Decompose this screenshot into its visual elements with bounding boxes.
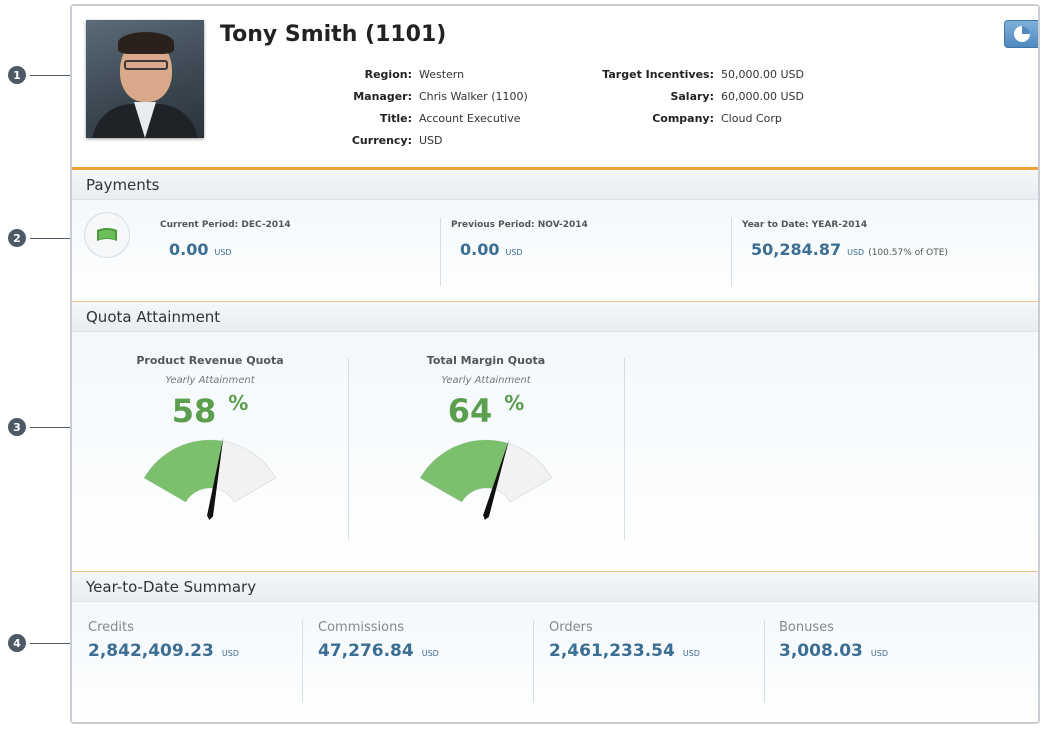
gauge-dial	[143, 437, 277, 520]
money-icon	[84, 212, 130, 258]
ytd-header: Year-to-Date Summary	[72, 572, 1038, 602]
ytd-credits: Credits 2,842,409.23 USD	[88, 620, 239, 661]
current-period-value: 0.00	[169, 240, 209, 259]
payments-section: Current Period: DEC-2014 0.00 USD Previou…	[72, 200, 1038, 302]
field-label: Title:	[379, 112, 412, 125]
company-value: Cloud Corp	[721, 112, 782, 125]
currency-unit: USD	[421, 649, 439, 658]
field-label: Target Incentives:	[602, 68, 714, 81]
ytd-label: Bonuses	[779, 620, 834, 635]
currency-unit: USD	[682, 649, 700, 658]
gauge-percent: 58	[171, 392, 217, 430]
gauge-dial	[419, 439, 553, 520]
manager-value: Chris Walker (1100)	[419, 90, 528, 103]
field-label: Salary:	[670, 90, 714, 103]
currency-unit: USD	[870, 649, 888, 658]
currency-unit: USD	[221, 649, 239, 658]
quota-section: Product Revenue Quota Yearly Attainment …	[72, 332, 1038, 572]
currency-value: USD	[419, 134, 443, 147]
gauge-fill	[144, 440, 223, 502]
divider	[624, 358, 625, 540]
field-label: Currency:	[351, 134, 412, 147]
ytd-bonuses: Bonuses 3,008.03 USD	[779, 620, 888, 661]
salary-value: 60,000.00 USD	[721, 90, 804, 103]
current-period-label: Current Period: DEC-2014	[160, 220, 291, 230]
gauge-subtitle: Yearly Attainment	[441, 375, 531, 386]
field-label: Region:	[364, 68, 412, 81]
ytd-value: 2,461,233.54	[549, 641, 675, 661]
ytd-section: Credits 2,842,409.23 USD Commissions 47,2…	[72, 602, 1038, 720]
percent-sign: %	[504, 391, 525, 415]
divider	[764, 620, 765, 702]
profile-header: Tony Smith (1101) Region: Western Manager…	[72, 6, 1038, 170]
currency-unit: USD	[505, 248, 523, 257]
profile-name: Tony Smith (1101)	[220, 22, 447, 47]
ytd-label: Orders	[549, 620, 593, 635]
year-to-date-label: Year to Date: YEAR-2014	[742, 220, 868, 230]
ytd-value: 3,008.03	[779, 641, 863, 661]
pie-chart-icon	[1014, 26, 1030, 42]
gauge-percent: 64	[447, 392, 493, 430]
callout-number: 4	[8, 634, 26, 652]
gauge-product-revenue: Product Revenue Quota Yearly Attainment …	[72, 354, 348, 534]
previous-period-label: Previous Period: NOV-2014	[451, 220, 588, 230]
callout-number: 2	[8, 229, 26, 247]
previous-period-value: 0.00	[460, 240, 500, 259]
profile-details-left: Region: Western Manager: Chris Walker (110…	[272, 64, 528, 152]
ote-note: (100.57% of OTE)	[868, 248, 948, 258]
target-incentives-value: 50,000.00 USD	[721, 68, 804, 81]
gauge-needle	[483, 439, 510, 520]
currency-unit: USD	[847, 248, 865, 257]
callout-number: 1	[8, 66, 26, 84]
field-label: Manager:	[353, 90, 412, 103]
ytd-orders: Orders 2,461,233.54 USD	[549, 620, 700, 661]
gauge-subtitle: Yearly Attainment	[165, 375, 255, 386]
callout-1: 1	[8, 66, 74, 84]
gauge-title: Product Revenue Quota	[136, 354, 284, 367]
year-to-date: Year to Date: YEAR-2014 50,284.87 USD (100…	[742, 220, 948, 259]
avatar	[86, 20, 204, 138]
ytd-label: Credits	[88, 620, 134, 635]
gauge-fill	[420, 440, 508, 502]
region-value: Western	[419, 68, 465, 81]
currency-unit: USD	[214, 248, 232, 257]
callout-3: 3	[8, 418, 74, 436]
callout-2: 2	[8, 229, 74, 247]
payments-header: Payments	[72, 170, 1038, 200]
gauge-title: Total Margin Quota	[426, 354, 546, 367]
year-to-date-value: 50,284.87	[751, 240, 842, 259]
dashboard-panel: Tony Smith (1101) Region: Western Manager…	[70, 4, 1040, 724]
chart-view-button[interactable]	[1004, 20, 1038, 48]
ytd-value: 2,842,409.23	[88, 641, 214, 661]
title-value: Account Executive	[419, 112, 521, 125]
callout-4: 4	[8, 634, 74, 652]
field-label: Company:	[652, 112, 714, 125]
divider	[348, 358, 349, 540]
profile-details-right: Target Incentives: 50,000.00 USD Salary: 6…	[552, 64, 804, 130]
callout-number: 3	[8, 418, 26, 436]
divider	[731, 218, 732, 286]
previous-period: Previous Period: NOV-2014 0.00 USD	[451, 220, 588, 259]
gauge-total-margin: Total Margin Quota Yearly Attainment 64%	[348, 354, 624, 534]
divider	[302, 620, 303, 702]
gauge-needle	[207, 437, 224, 520]
percent-sign: %	[228, 391, 249, 415]
ytd-label: Commissions	[318, 620, 405, 635]
current-period: Current Period: DEC-2014 0.00 USD	[160, 220, 291, 259]
ytd-value: 47,276.84	[318, 641, 414, 661]
divider	[533, 620, 534, 702]
divider	[440, 218, 441, 286]
quota-header: Quota Attainment	[72, 302, 1038, 332]
ytd-commissions: Commissions 47,276.84 USD	[318, 620, 439, 661]
